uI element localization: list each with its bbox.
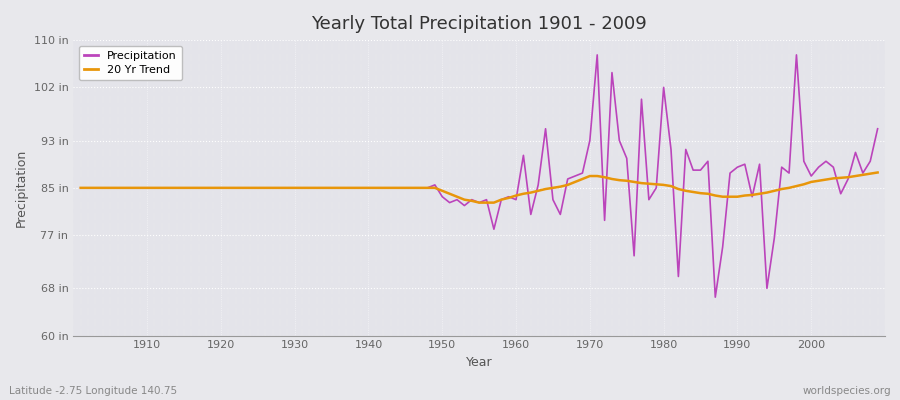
Title: Yearly Total Precipitation 1901 - 2009: Yearly Total Precipitation 1901 - 2009 [311,15,647,33]
Text: Latitude -2.75 Longitude 140.75: Latitude -2.75 Longitude 140.75 [9,386,177,396]
Y-axis label: Precipitation: Precipitation [15,149,28,227]
Legend: Precipitation, 20 Yr Trend: Precipitation, 20 Yr Trend [79,46,182,80]
X-axis label: Year: Year [466,356,492,369]
Text: worldspecies.org: worldspecies.org [803,386,891,396]
